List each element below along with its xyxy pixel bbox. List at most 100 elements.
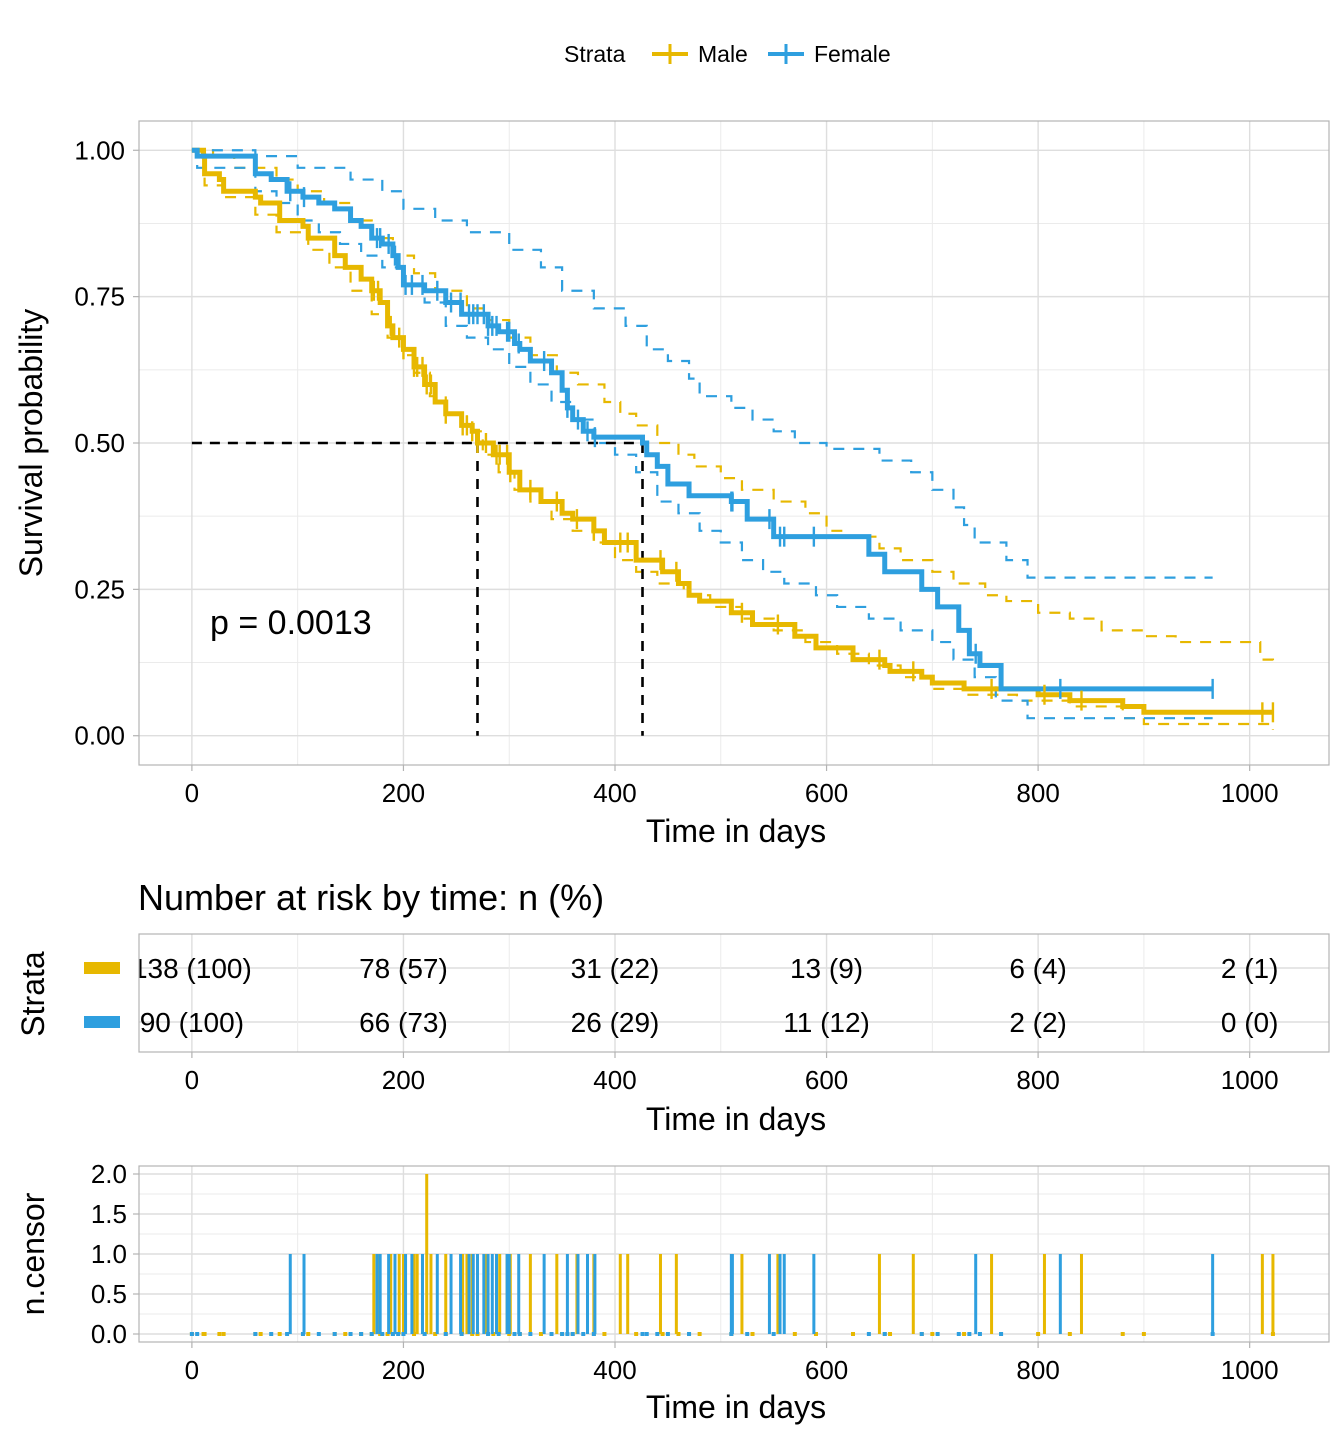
censor-zero-dot-male [813,1332,818,1336]
censor-zero-dot-male [697,1332,702,1336]
risk-table-cells: 138 (100) 78 (57) 31 (22) 13 (9) 6 (4) 2 (1) 9… [139,953,1279,1038]
x-tick-label: 400 [593,778,636,808]
censor-zero-dot-female [919,1332,924,1336]
censor-zero-dot-male [602,1332,607,1336]
median-lines [191,441,644,736]
y-tick-label: 0.75 [74,282,125,312]
risk-table-cell: 26 (29) [571,1007,660,1038]
censor-zero-dot-male [851,1332,855,1336]
censor-zero-dot-female [528,1332,533,1336]
censor-zero-dot-male [538,1332,543,1336]
censor-zero-dot-male [1120,1332,1125,1336]
censor-zero-dot-male [1036,1332,1041,1336]
censor-zero-dot-female [443,1332,448,1336]
p-value-annotation: p = 0.0013 [210,604,372,642]
y-tick-label: 0.0 [91,1319,127,1349]
censor-zero-dot-female [285,1332,290,1336]
censor-zero-dot-female [269,1332,274,1336]
censor-zero-dot-female [687,1332,692,1336]
censor-zero-dot-female [369,1332,374,1336]
x-tick-label: 1000 [1221,778,1279,808]
censor-zero-dot-female [665,1332,670,1336]
censor-zero-dot-female [935,1332,940,1336]
legend-key-female [768,44,804,64]
x-tick-label: 200 [382,1355,425,1385]
ci-lower-female [191,149,1213,720]
x-tick-label: 600 [805,1355,848,1385]
strata-key-male [84,962,120,974]
ci-lower-male [191,149,1275,730]
x-tick-label: 1000 [1221,1355,1279,1385]
censor-zero-dot-female [348,1332,353,1336]
censor-zero-dot-female [253,1332,258,1336]
ci-upper-female [191,149,1213,579]
censor-zero-dot-female [655,1332,660,1336]
legend: Strata Male Female [564,41,891,67]
survival-grid [139,121,1329,765]
risk-table-border [138,933,1330,1053]
censor-zero-dot-female [316,1332,321,1336]
censor-zero-dot-female [967,1332,972,1336]
strata-key-female [84,1016,120,1028]
censor-plot-panel: 0 200 400 600 800 1000 0.0 0.5 1.0 1.5 2.0 Time i… [15,1159,1330,1425]
confidence-bands [191,149,1275,730]
censor-zero-dot-male [258,1332,263,1336]
censor-zero-dot-female [570,1332,575,1336]
censor-x-axis: 0 200 400 600 800 1000 [185,1342,1279,1385]
censor-zero-dot-male [217,1332,222,1336]
risk-table-y-axis-label: Strata [15,951,51,1037]
censor-zero-dot-male [277,1332,282,1336]
x-tick-label: 400 [593,1355,636,1385]
risk-table-x-axis-label: Time in days [646,1101,826,1137]
censor-zero-dot-male [343,1332,348,1336]
risk-table-x-axis: 0 200 400 600 800 1000 [185,1052,1279,1095]
censor-zero-dot-male [750,1332,755,1336]
x-tick-label: 600 [805,1065,848,1095]
censor-zero-dot-female [496,1332,501,1336]
censor-zero-dot-female [866,1332,871,1336]
risk-table-strata-keys [84,962,120,1028]
censor-zero-dot-female [332,1332,337,1336]
survival-y-axis: 0.00 0.25 0.50 0.75 1.00 [74,135,139,751]
censor-zero-dot-female [999,1332,1004,1336]
x-tick-label: 800 [1016,778,1059,808]
censor-zero-dot-male [433,1332,438,1336]
risk-table-cell: 6 (4) [1009,953,1067,984]
risk-table-cell: 0 (0) [1221,1007,1279,1038]
censor-zero-dot-male [221,1332,226,1336]
risk-table-grid [139,934,1329,1052]
censor-zero-dot-female [560,1332,565,1336]
censor-zero-dot-female [512,1332,517,1336]
y-tick-label: 0.25 [74,574,125,604]
survival-plot-panel: 0 200 400 600 800 1000 0.00 0.25 0.50 0.75 1.00 p… [13,120,1330,849]
censor-zero-dot-female [644,1332,649,1336]
y-tick-label: 0.50 [74,428,125,458]
x-tick-label: 0 [185,1065,199,1095]
censor-zero-dot-female [640,1332,645,1336]
survival-x-axis: 0 200 400 600 800 1000 [185,765,1279,808]
y-tick-label: 0.5 [91,1279,127,1309]
censor-y-axis-label: n.censor [15,1192,51,1315]
survival-y-axis-label: Survival probability [13,309,49,578]
x-tick-label: 1000 [1221,1065,1279,1095]
censor-zero-dot-male [1067,1332,1072,1336]
legend-label-female: Female [814,41,891,67]
censor-zero-dot-female [401,1332,406,1336]
censor-zero-dot-male [634,1332,639,1336]
risk-table-panel: Number at risk by time: n (%) 138 (100) 7… [15,877,1330,1137]
x-tick-label: 600 [805,778,848,808]
censor-zero-dot-female [195,1332,200,1336]
censor-bars [189,1174,1275,1336]
x-tick-label: 0 [185,1355,199,1385]
x-tick-label: 800 [1016,1065,1059,1095]
censor-zero-dot-male [1141,1332,1146,1336]
risk-table-cell: 31 (22) [571,953,660,984]
x-tick-label: 400 [593,1065,636,1095]
censor-x-axis-label: Time in days [646,1389,826,1425]
risk-table-cell: 90 (100) [140,1007,244,1038]
censor-zero-dot-female [189,1332,194,1336]
y-tick-label: 1.00 [74,135,125,165]
ci-upper-male [191,149,1275,666]
y-tick-label: 1.5 [91,1199,127,1229]
